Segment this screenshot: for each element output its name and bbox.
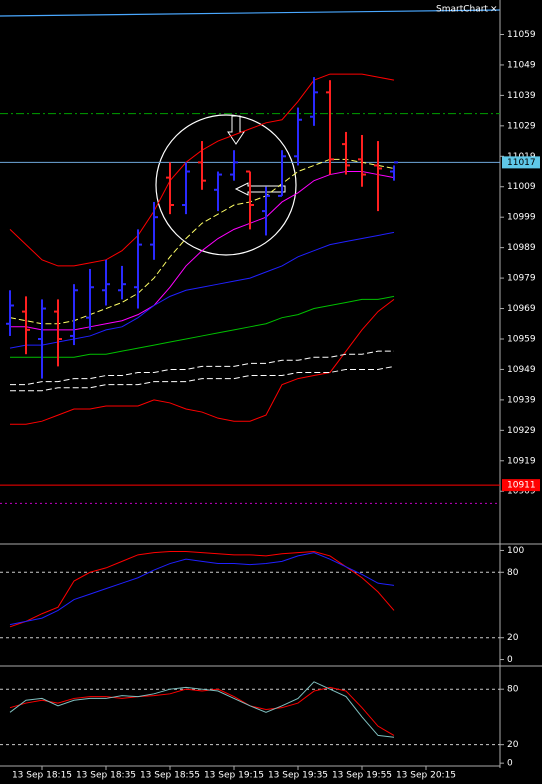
indicator-line [10, 295, 395, 358]
y-tick-label: 20 [507, 633, 519, 643]
x-tick-label: 13 Sep 19:55 [332, 771, 392, 781]
price-label: 11017 [507, 158, 536, 168]
y-tick-label: 10949 [507, 365, 536, 375]
y-tick-label: 11059 [507, 30, 536, 40]
x-tick-label: 13 Sep 20:15 [396, 771, 456, 781]
y-tick-label: 80 [507, 568, 519, 578]
y-tick-label: 10959 [507, 334, 536, 344]
x-tick-label: 13 Sep 18:35 [76, 771, 136, 781]
y-tick-label: 11049 [507, 60, 536, 70]
y-tick-label: 100 [507, 546, 524, 556]
indicator-line [9, 551, 395, 628]
price-label-box [502, 479, 540, 492]
price-label: 10911 [507, 481, 536, 491]
price-label-box [502, 156, 540, 169]
y-tick-label: 11029 [507, 121, 536, 131]
chart-title: SmartChart [436, 5, 488, 15]
y-tick-label: 10909 [507, 487, 536, 497]
x-tick-label: 13 Sep 18:55 [140, 771, 200, 781]
y-tick-label: 11039 [507, 91, 536, 101]
highlight-circle [155, 114, 297, 256]
indicator-line [10, 350, 394, 386]
y-tick-label: 80 [507, 685, 519, 695]
x-tick-label: 13 Sep 18:15 [12, 771, 72, 781]
indicator-line [9, 552, 395, 626]
y-tick-label: 10979 [507, 274, 536, 284]
indicator-line [10, 365, 395, 392]
y-tick-label: 10989 [507, 243, 536, 253]
y-tick-label: 10939 [507, 395, 536, 405]
indicator-line [9, 681, 395, 738]
close-button[interactable]: × [490, 5, 498, 15]
y-tick-label: 10919 [507, 456, 536, 466]
y-tick-label: 10969 [507, 304, 536, 314]
y-tick-label: 11009 [507, 182, 536, 192]
left-arrow [234, 182, 286, 196]
indicator-line [9, 686, 395, 736]
y-tick-label: 0 [507, 759, 513, 769]
x-tick-label: 13 Sep 19:35 [268, 771, 328, 781]
y-tick-label: 20 [507, 740, 519, 750]
top-indicator-line [0, 9, 501, 17]
x-tick-label: 13 Sep 19:15 [204, 771, 264, 781]
y-tick-label: 10999 [507, 213, 536, 223]
indicator-line [10, 299, 395, 425]
down-arrow [227, 115, 245, 145]
y-tick-label: 0 [507, 655, 513, 665]
y-tick-label: 10929 [507, 426, 536, 436]
